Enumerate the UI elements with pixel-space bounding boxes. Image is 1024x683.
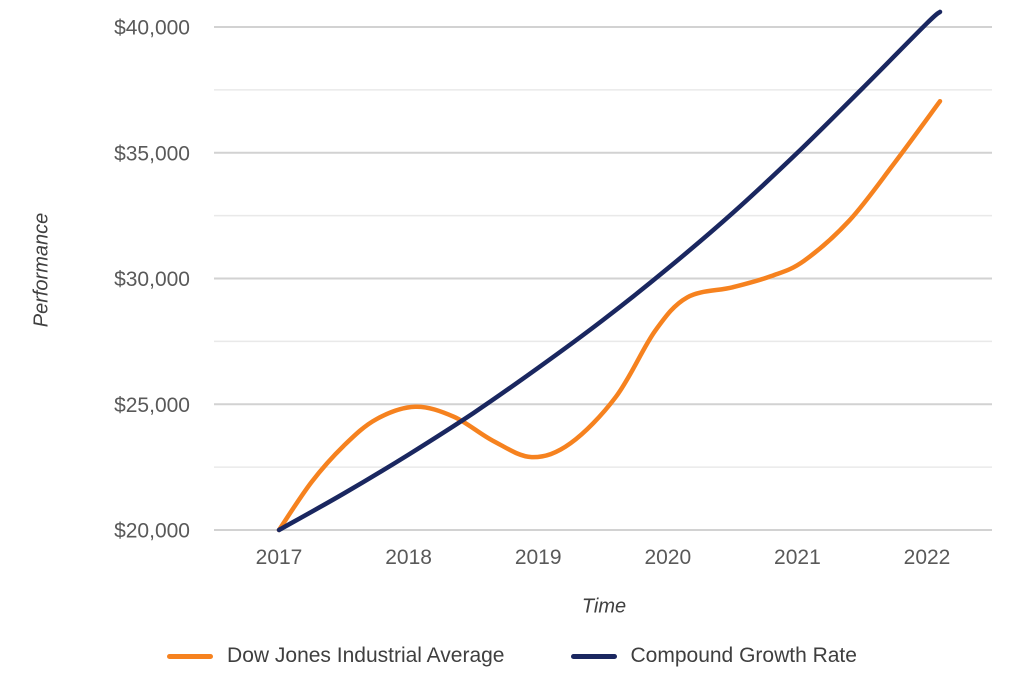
y-axis-title: Performance — [30, 212, 53, 328]
x-tick-label: 2017 — [256, 546, 303, 569]
x-tick-label: 2020 — [644, 546, 691, 569]
x-tick-label: 2018 — [385, 546, 432, 569]
legend-item-dow-jones: Dow Jones Industrial Average — [167, 644, 505, 668]
y-tick-label: $20,000 — [114, 520, 190, 543]
x-axis-title: Time — [581, 595, 627, 618]
legend-label-dow-jones: Dow Jones Industrial Average — [227, 644, 505, 667]
dow-jones-line-swatch — [167, 653, 214, 659]
compound-growth-series-line — [276, 9, 943, 533]
legend-label-compound-growth: Compound Growth Rate — [630, 644, 857, 667]
y-tick-label: $35,000 — [114, 142, 190, 165]
legend-item-compound-growth: Compound Growth Rate — [570, 644, 857, 668]
legend: Dow Jones Industrial Average Compound Gr… — [0, 644, 1024, 668]
compound-growth-line-swatch — [570, 653, 617, 659]
y-tick-label: $30,000 — [114, 268, 190, 291]
x-tick-label: 2021 — [774, 546, 821, 569]
dow-jones-series-line — [276, 98, 943, 533]
x-tick-label: 2022 — [904, 546, 951, 569]
y-tick-label: $40,000 — [114, 17, 190, 40]
y-tick-label: $25,000 — [114, 394, 190, 417]
x-tick-label: 2019 — [515, 546, 562, 569]
